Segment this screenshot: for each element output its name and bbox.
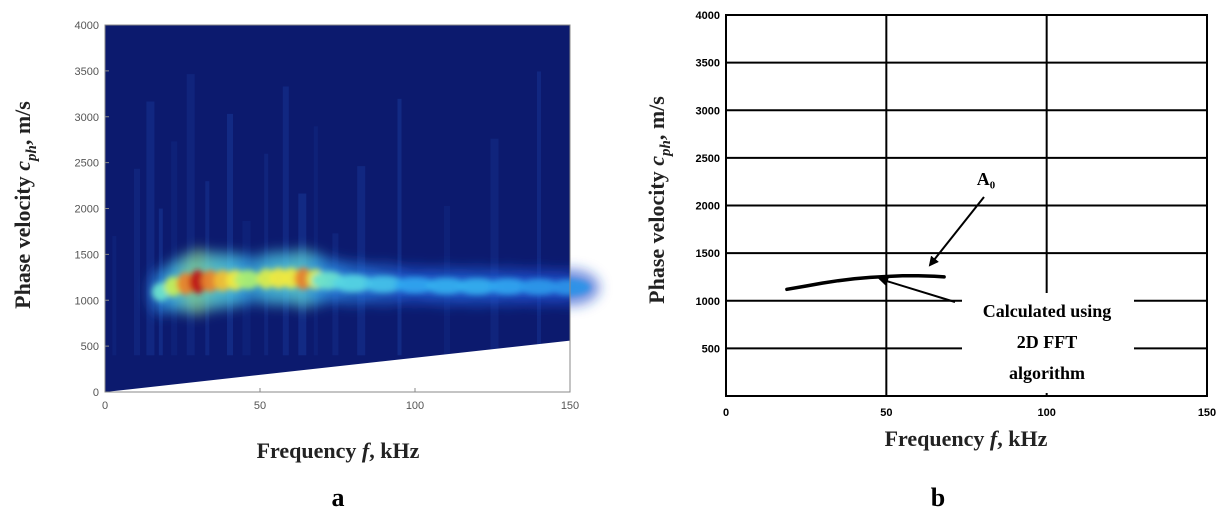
heatmap-y-ticks: 0 500 1000 1500 2000 2500 3000 3500 4000 <box>75 20 109 399</box>
heatmap-streak <box>134 168 140 356</box>
y-tick-label: 1500 <box>75 249 99 261</box>
heatmap-streak <box>537 71 541 356</box>
y-tick-label: 4000 <box>696 10 720 22</box>
x-tick-label: 100 <box>406 400 424 412</box>
heatmap-streak <box>397 98 402 356</box>
y-tick-label: 1500 <box>696 248 720 260</box>
series-line-a0 <box>785 274 946 292</box>
heatmap-streak <box>186 74 195 356</box>
heatmap-streak <box>490 138 499 356</box>
y-tick-label: 0 <box>93 387 99 399</box>
y-tick-label: 3500 <box>696 58 720 70</box>
heatmap-ridge-cell <box>363 275 405 293</box>
heatmap-ridge-cell <box>269 267 288 289</box>
heatmap-masked-region <box>105 340 570 393</box>
heatmap-streak <box>313 126 318 356</box>
y-tick-label: 1000 <box>75 295 99 307</box>
method-annotation-line-1: Calculated using <box>983 301 1112 321</box>
heatmap-ridge-cell <box>425 277 467 295</box>
y-tick-label: 500 <box>81 341 99 353</box>
heatmap-ridge-cell <box>294 267 313 290</box>
method-annotation-arrow <box>878 276 956 303</box>
heatmap-ridge-cell <box>394 276 436 294</box>
heatmap-streak <box>357 166 366 356</box>
heatmap-y-axis-label: Phase velocity cph, m/s <box>10 101 40 309</box>
heatmap-ridge-cell <box>213 269 232 292</box>
y-tick-label: 3500 <box>75 66 99 78</box>
x-tick-label: 150 <box>561 400 579 412</box>
line-chart-x-ticks: 0 50 100 150 <box>723 407 1216 419</box>
heatmap-streak <box>112 236 117 356</box>
heatmap-ridge-cell <box>234 269 261 290</box>
heatmap-streak <box>146 101 155 356</box>
heatmap-x-axis-label: Frequency f, kHz <box>257 438 420 463</box>
x-tick-label: 100 <box>1037 407 1055 419</box>
method-annotation-line-3: algorithm <box>1009 363 1085 383</box>
heatmap-ridge-cell <box>518 278 560 296</box>
panel-label-a: a <box>332 483 345 512</box>
panel-label-b: b <box>931 483 945 512</box>
x-tick-label: 50 <box>880 407 892 419</box>
y-tick-label: 3000 <box>75 112 99 124</box>
y-tick-label: 1000 <box>696 296 720 308</box>
y-tick-label: 2500 <box>696 153 720 165</box>
panel-a-heatmap: 0 50 100 150 0 500 1000 1500 2000 2500 3000 3500 40… <box>10 20 600 512</box>
line-chart-x-axis-label: Frequency f, kHz <box>885 426 1048 451</box>
heatmap-ridge-cell <box>456 277 498 295</box>
x-tick-label: 0 <box>102 400 108 412</box>
annotation-background <box>962 293 1134 393</box>
x-tick-label: 0 <box>723 407 729 419</box>
heatmap-background <box>105 25 570 392</box>
heatmap-ridge <box>151 267 591 302</box>
heatmap-streak <box>171 141 178 356</box>
heatmap-ridge-cell <box>487 278 529 295</box>
heatmap-ridge-cell <box>332 274 374 293</box>
heatmap-ridge-cell <box>201 269 220 292</box>
line-chart-y-axis-label: Phase velocity cph, m/s <box>644 96 674 304</box>
x-tick-label: 50 <box>254 400 266 412</box>
y-tick-label: 2000 <box>696 201 720 213</box>
line-chart-y-ticks: 500 1000 1500 2000 2500 3000 3500 4000 <box>696 10 720 355</box>
y-tick-label: 500 <box>702 343 720 355</box>
y-tick-label: 2500 <box>75 158 99 170</box>
series-label-arrow <box>928 196 985 267</box>
heatmap-streak <box>227 113 233 356</box>
y-tick-label: 4000 <box>75 20 99 32</box>
heatmap-streak <box>282 86 289 356</box>
heatmap-x-ticks: 0 50 100 150 <box>102 388 579 412</box>
series-label-a0: A₀ <box>977 169 995 189</box>
y-tick-label: 2000 <box>75 204 99 216</box>
x-tick-label: 150 <box>1198 407 1216 419</box>
panel-b-line-chart: 0 50 100 150 500 1000 1500 2000 2500 3000 3500 400… <box>644 10 1216 512</box>
y-tick-label: 3000 <box>696 105 720 117</box>
method-annotation-line-2: 2D FFT <box>1017 332 1078 352</box>
